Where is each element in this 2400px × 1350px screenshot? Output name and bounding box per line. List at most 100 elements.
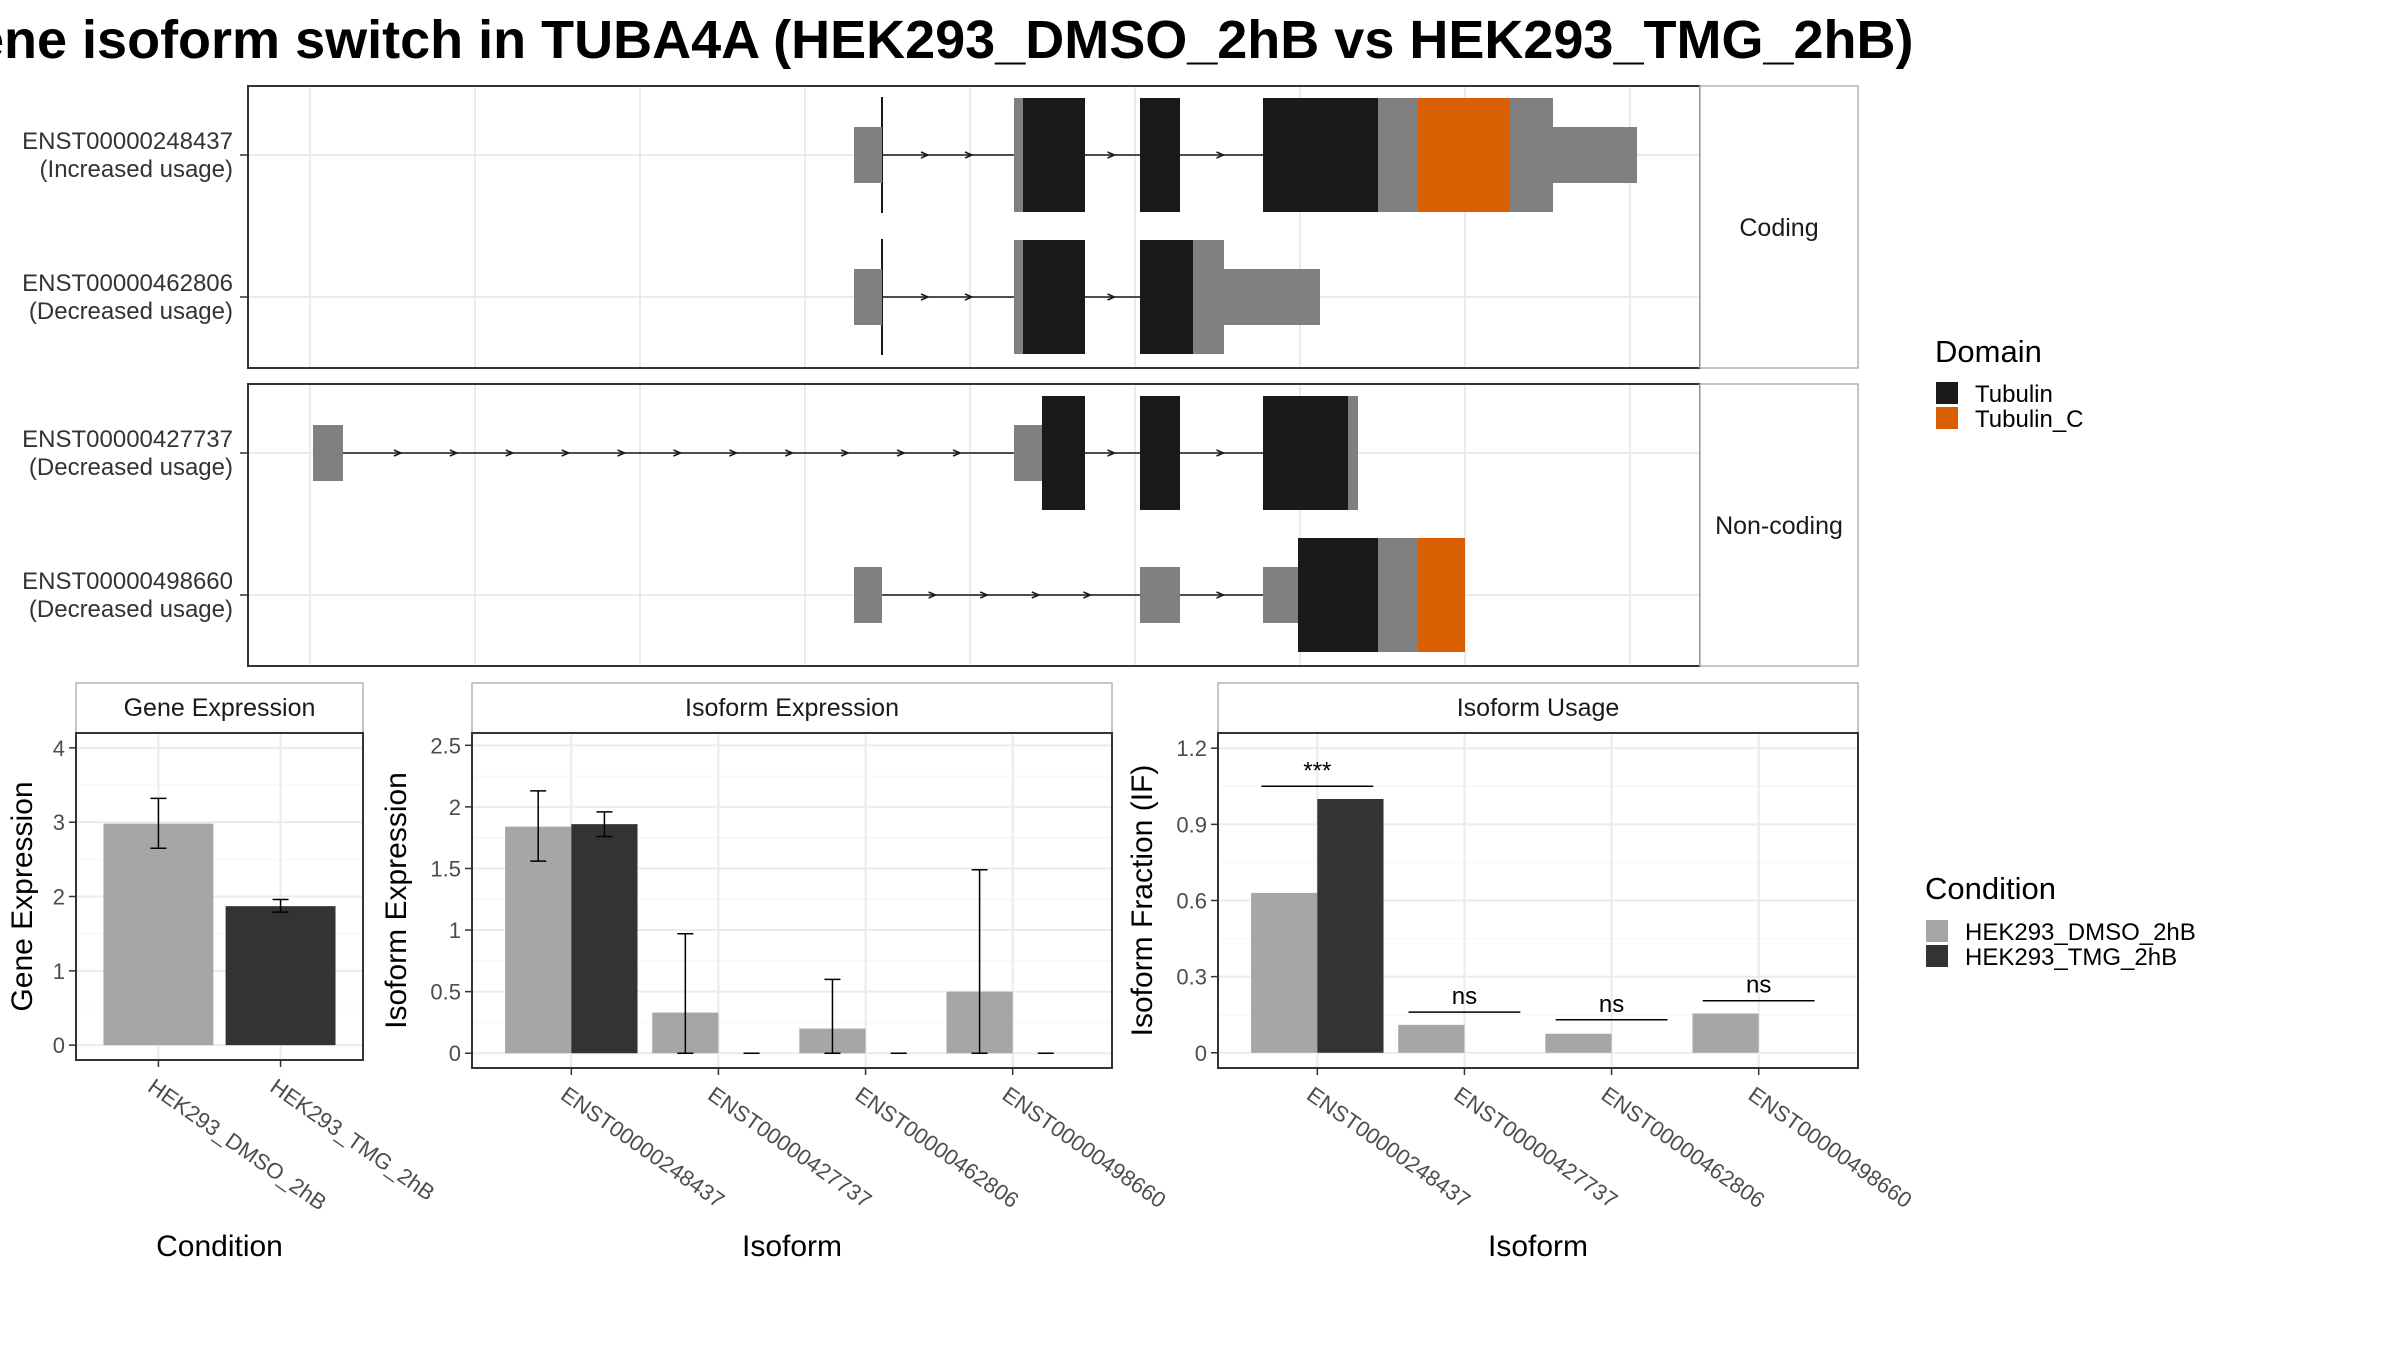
legend-item-label: Tubulin_C (1975, 406, 2084, 433)
bar (505, 826, 572, 1054)
y-tick-label: 1.2 (1176, 736, 1207, 761)
intron-arrow (840, 449, 851, 457)
y-tick-label: 3 (53, 810, 65, 835)
intron-arrow (1216, 151, 1226, 159)
intron-arrow (979, 591, 990, 599)
intron-arrow (617, 449, 627, 457)
significance-label: *** (1303, 757, 1331, 784)
transcript-id-label: ENST00000427737 (22, 426, 233, 453)
intron-arrow (1107, 151, 1117, 159)
panel-border (1217, 732, 1859, 1069)
utr-exon (313, 425, 343, 481)
utr-exon (1014, 98, 1023, 212)
bar (1398, 1024, 1465, 1053)
facet-strip-label: Coding (1739, 214, 1818, 242)
y-tick-label: 0.5 (430, 980, 461, 1005)
legend-key (1936, 382, 1958, 404)
intron-arrow (1107, 449, 1117, 457)
utr-exon (854, 567, 882, 623)
isoform-usage-panel: Isoform Usage00.30.60.91.2***ENST0000024… (1126, 682, 1916, 1263)
panel-strip-label: Gene Expression (124, 694, 316, 722)
tubulin-domain-exon (1023, 98, 1085, 212)
y-axis-title: Isoform Expression (380, 772, 413, 1029)
intron-arrow (673, 449, 683, 457)
tubulin-domain-exon (1140, 98, 1180, 212)
utr-exon (1014, 240, 1023, 354)
x-axis-title: Isoform (742, 1230, 842, 1263)
panel-strip-label: Isoform Usage (1457, 694, 1620, 722)
tubulin-domain-exon (1042, 396, 1085, 510)
y-tick-label: 1 (53, 959, 65, 984)
panel-border (471, 732, 1113, 1069)
utr-exon (854, 127, 882, 183)
intron-arrow (1107, 293, 1117, 301)
bar (225, 906, 336, 1046)
significance-label: ns (1746, 972, 1771, 999)
utr-exon (1193, 240, 1224, 354)
transcript-id-label: ENST00000498660 (22, 568, 233, 595)
intron-arrow (1083, 591, 1093, 599)
legend-key (1926, 920, 1948, 942)
significance-label: ns (1599, 991, 1624, 1018)
y-tick-label: 0 (449, 1041, 461, 1066)
facet-strip (1699, 85, 1859, 369)
tubulin-domain-exon (1140, 240, 1193, 354)
usage-note-label: (Increased usage) (40, 156, 233, 183)
utr-exon (1263, 567, 1298, 623)
isoform-expression-panel: Isoform Expression00.511.522.5ENST000002… (380, 682, 1170, 1263)
significance-label: ns (1452, 983, 1477, 1010)
intron-arrow (1216, 449, 1226, 457)
gene-expression-panel: Gene Expression01234HEK293_DMSO_2hBHEK29… (6, 682, 439, 1263)
y-tick-label: 1.5 (430, 856, 461, 881)
utr-exon (1224, 269, 1320, 325)
intron-arrow (1031, 591, 1041, 599)
bar (1545, 1033, 1612, 1053)
bar (103, 823, 214, 1046)
intron-arrow (393, 449, 403, 457)
tubulin-c-domain-exon (1418, 538, 1465, 652)
y-tick-label: 2 (53, 885, 65, 910)
tubulin-domain-exon (1263, 396, 1348, 510)
legend-item-label: Tubulin (1975, 381, 2053, 408)
intron-arrow (1216, 591, 1226, 599)
intron-arrow (449, 449, 459, 457)
utr-exon (854, 269, 882, 325)
x-axis-title: Isoform (1488, 1230, 1588, 1263)
y-tick-label: 4 (53, 736, 65, 761)
utr-exon (1378, 98, 1418, 212)
bar (1251, 892, 1318, 1053)
domain-legend-title: Domain (1935, 334, 2042, 369)
intron-arrow (896, 449, 907, 457)
utr-exon (1348, 396, 1358, 510)
intron-arrow (964, 151, 974, 159)
y-tick-label: 0 (53, 1033, 65, 1058)
bar (1317, 798, 1384, 1053)
intron-arrow (920, 293, 930, 301)
panel-strip (75, 682, 364, 734)
bar (1692, 1013, 1759, 1053)
legend-item-label: HEK293_TMG_2hB (1965, 944, 2177, 971)
usage-note-label: (Decreased usage) (29, 454, 233, 481)
transcript-id-label: ENST00000462806 (22, 270, 233, 297)
facet-strip-label: Non-coding (1715, 512, 1843, 540)
condition-legend-title: Condition (1925, 871, 2056, 906)
intron-arrow (928, 591, 938, 599)
tubulin-domain-exon (1298, 538, 1378, 652)
intron-arrow (729, 449, 739, 457)
y-tick-label: 0.9 (1176, 812, 1207, 837)
y-axis-title: Isoform Fraction (IF) (1126, 765, 1159, 1037)
y-tick-label: 2 (449, 795, 461, 820)
facet-strip (1699, 383, 1859, 667)
usage-note-label: (Decreased usage) (29, 596, 233, 623)
y-tick-label: 0.6 (1176, 889, 1207, 914)
tubulin-c-domain-exon (1418, 98, 1510, 212)
intron-arrow (920, 151, 930, 159)
transcript-id-label: ENST00000248437 (22, 128, 233, 155)
bar (571, 824, 638, 1054)
tubulin-domain-exon (1263, 98, 1378, 212)
utr-exon (1014, 425, 1042, 481)
x-axis-title: Condition (156, 1230, 283, 1263)
y-tick-label: 0 (1195, 1041, 1207, 1066)
utr-exon (1553, 127, 1637, 183)
